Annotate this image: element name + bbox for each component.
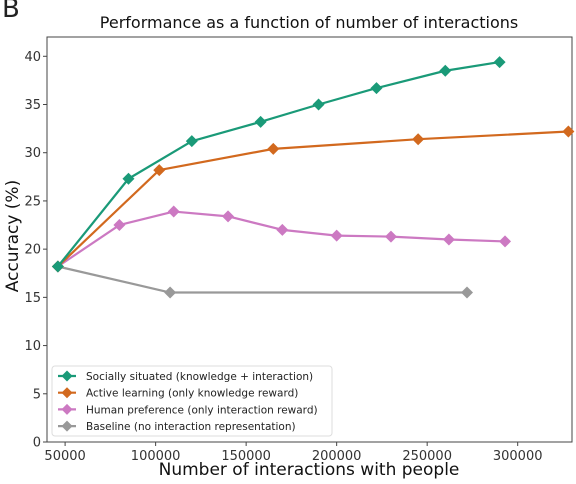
legend-marker (61, 403, 73, 415)
x-tick-label: 200000 (312, 449, 362, 464)
data-point (113, 219, 126, 232)
data-point (384, 230, 397, 243)
data-point (499, 235, 512, 248)
data-point (493, 56, 506, 69)
y-axis: 0 5 10 15 20 25 30 35 40 (24, 50, 47, 451)
y-tick-label: 35 (24, 98, 41, 113)
x-tick-label: 300000 (493, 449, 543, 464)
chart-title: Performance as a function of number of i… (100, 13, 518, 32)
x-tick-label: 50000 (44, 449, 85, 464)
data-point (185, 135, 198, 148)
legend-box (51, 365, 333, 437)
series-group (51, 205, 512, 273)
series-group (51, 125, 575, 273)
data-point (312, 98, 325, 111)
legend-label: Socially situated (knowledge + interacti… (86, 371, 313, 383)
y-axis-title: Accuracy (%) (3, 180, 23, 292)
legend-marker (61, 370, 73, 382)
y-tick-label: 0 (33, 436, 41, 451)
data-point (267, 142, 280, 155)
y-tick-label: 25 (24, 194, 41, 209)
series-line (57, 60, 500, 268)
data-point (330, 229, 343, 242)
x-axis-title: Number of interactions with people (159, 460, 460, 480)
x-tick-label: 100000 (131, 449, 181, 464)
x-tick-label: 150000 (221, 449, 271, 464)
y-tick-label: 10 (24, 339, 41, 354)
data-point (122, 172, 135, 185)
data-point (254, 115, 267, 128)
legend-marker (61, 387, 73, 399)
legend: Socially situated (knowledge + interacti… (51, 365, 333, 437)
y-tick-label: 40 (24, 50, 41, 65)
legend-marker (61, 420, 73, 432)
data-point (164, 286, 177, 299)
series-line (57, 130, 569, 268)
series-line (57, 210, 506, 268)
y-tick-label: 20 (24, 243, 41, 258)
panel-label: B (2, 0, 20, 24)
x-tick-label: 250000 (402, 449, 452, 464)
data-point (442, 233, 455, 246)
data-point (461, 286, 473, 299)
data-point (562, 125, 575, 138)
data-point (222, 210, 235, 223)
y-tick-label: 30 (24, 146, 41, 161)
series-layer (51, 56, 575, 299)
legend-label: Human preference (only interaction rewar… (86, 404, 318, 416)
plot-frame (46, 36, 573, 443)
data-point (276, 223, 289, 236)
y-tick-label: 15 (24, 291, 41, 306)
data-point (153, 164, 166, 177)
y-tick-label: 5 (33, 387, 41, 402)
series-group (51, 260, 473, 299)
series-line (57, 265, 467, 294)
legend-label: Active learning (only knowledge reward) (86, 388, 298, 400)
data-point (51, 260, 64, 273)
data-point (167, 205, 180, 218)
legend-label: Baseline (no interaction representation) (86, 421, 296, 433)
data-point (370, 82, 383, 95)
x-axis: 50000 100000 150000 200000 250000 300000 (44, 442, 543, 464)
series-group (51, 56, 506, 273)
data-point (412, 133, 425, 146)
data-point (439, 64, 452, 77)
